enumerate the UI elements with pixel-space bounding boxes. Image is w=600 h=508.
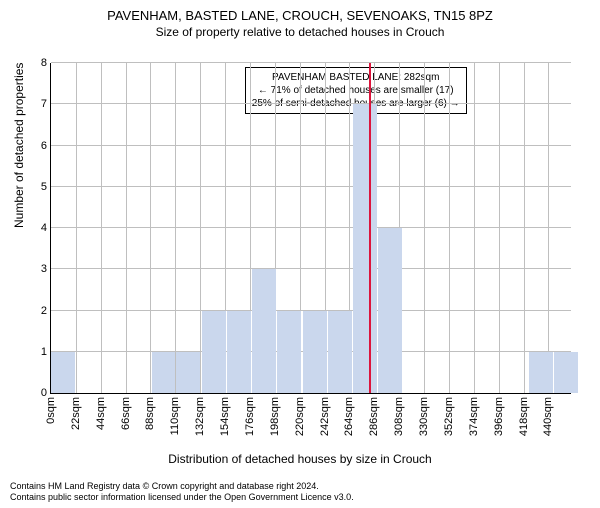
- annotation-title: PAVENHAM BASTED LANE: 282sqm: [252, 71, 460, 84]
- chart-title-main: PAVENHAM, BASTED LANE, CROUCH, SEVENOAKS…: [0, 8, 600, 23]
- chart-title-sub: Size of property relative to detached ho…: [0, 25, 600, 39]
- x-tick-label: 66sqm: [120, 397, 132, 430]
- histogram-bar: [176, 352, 200, 393]
- chart-container: PAVENHAM, BASTED LANE, CROUCH, SEVENOAKS…: [0, 8, 600, 508]
- gridline-vertical: [76, 63, 77, 393]
- x-tick-label: 264sqm: [343, 397, 355, 436]
- gridline-vertical: [150, 63, 151, 393]
- gridline-horizontal: [51, 186, 571, 187]
- gridline-vertical: [175, 63, 176, 393]
- histogram-bar: [152, 352, 176, 393]
- x-tick-label: 176sqm: [244, 397, 256, 436]
- annotation-line-1: ← 71% of detached houses are smaller (17…: [252, 84, 460, 97]
- gridline-vertical: [499, 63, 500, 393]
- x-tick-label: 242sqm: [319, 397, 331, 436]
- gridline-vertical: [474, 63, 475, 393]
- histogram-bar: [353, 104, 377, 393]
- x-tick-label: 132sqm: [194, 397, 206, 436]
- gridline-horizontal: [51, 268, 571, 269]
- x-tick-label: 330sqm: [418, 397, 430, 436]
- x-tick-label: 22sqm: [70, 397, 82, 430]
- y-tick-label: 6: [41, 140, 47, 152]
- histogram-bar: [227, 311, 251, 394]
- gridline-horizontal: [51, 227, 571, 228]
- x-tick-label: 0sqm: [45, 397, 57, 424]
- histogram-bar: [378, 228, 402, 393]
- histogram-bar: [328, 311, 352, 394]
- y-tick-label: 4: [41, 222, 47, 234]
- footer-line-1: Contains HM Land Registry data © Crown c…: [10, 481, 354, 493]
- x-tick-label: 44sqm: [95, 397, 107, 430]
- y-tick-label: 2: [41, 305, 47, 317]
- gridline-vertical: [424, 63, 425, 393]
- histogram-bar: [529, 352, 553, 393]
- gridline-vertical: [524, 63, 525, 393]
- y-tick-label: 8: [41, 57, 47, 69]
- x-tick-label: 110sqm: [169, 397, 181, 435]
- x-tick-label: 88sqm: [144, 397, 156, 430]
- x-tick-label: 396sqm: [493, 397, 505, 436]
- gridline-vertical: [200, 63, 201, 393]
- gridline-horizontal: [51, 103, 571, 104]
- gridline-vertical: [449, 63, 450, 393]
- x-tick-label: 154sqm: [219, 397, 231, 436]
- x-tick-label: 418sqm: [518, 397, 530, 436]
- x-tick-label: 286sqm: [368, 397, 380, 436]
- x-tick-label: 374sqm: [468, 397, 480, 436]
- y-tick-label: 7: [41, 98, 47, 110]
- gridline-horizontal: [51, 62, 571, 63]
- x-tick-label: 198sqm: [269, 397, 281, 436]
- property-marker-line: [369, 63, 371, 393]
- gridline-horizontal: [51, 145, 571, 146]
- y-tick-label: 3: [41, 263, 47, 275]
- y-tick-label: 5: [41, 181, 47, 193]
- footer-line-2: Contains public sector information licen…: [10, 492, 354, 504]
- histogram-bar: [252, 269, 276, 393]
- x-tick-label: 440sqm: [542, 397, 554, 436]
- x-tick-label: 308sqm: [393, 397, 405, 436]
- histogram-bar: [277, 311, 301, 394]
- histogram-bar: [554, 352, 578, 393]
- x-tick-label: 220sqm: [294, 397, 306, 436]
- histogram-bar: [303, 311, 327, 394]
- histogram-bar: [51, 352, 75, 393]
- x-tick-label: 352sqm: [443, 397, 455, 436]
- chart-footer: Contains HM Land Registry data © Crown c…: [10, 481, 354, 504]
- x-axis-label: Distribution of detached houses by size …: [0, 452, 600, 466]
- gridline-vertical: [548, 63, 549, 393]
- gridline-vertical: [101, 63, 102, 393]
- y-tick-label: 1: [41, 346, 47, 358]
- gridline-vertical: [126, 63, 127, 393]
- y-axis-label: Number of detached properties: [12, 63, 26, 228]
- histogram-bar: [202, 311, 226, 394]
- chart-plot-area: PAVENHAM BASTED LANE: 282sqm ← 71% of de…: [50, 63, 571, 394]
